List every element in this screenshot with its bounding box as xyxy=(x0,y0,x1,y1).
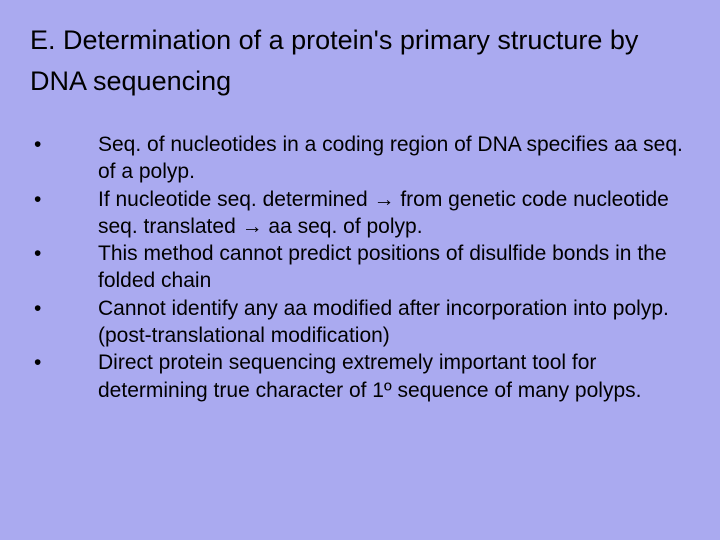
bullet-marker: • xyxy=(30,240,98,267)
bullet-text: If nucleotide seq. determined → from gen… xyxy=(98,186,690,241)
list-item: • Direct protein sequencing extremely im… xyxy=(30,349,690,404)
slide-title: E. Determination of a protein's primary … xyxy=(30,20,690,101)
bullet-marker: • xyxy=(30,349,98,376)
bullet-text: Cannot identify any aa modified after in… xyxy=(98,295,690,350)
list-item: • Seq. of nucleotides in a coding region… xyxy=(30,131,690,186)
bullet-list: • Seq. of nucleotides in a coding region… xyxy=(30,131,690,404)
list-item: • This method cannot predict positions o… xyxy=(30,240,690,295)
bullet-text: Seq. of nucleotides in a coding region o… xyxy=(98,131,690,186)
list-item: • Cannot identify any aa modified after … xyxy=(30,295,690,350)
bullet-text: This method cannot predict positions of … xyxy=(98,240,690,295)
bullet-marker: • xyxy=(30,131,98,158)
list-item: • If nucleotide seq. determined → from g… xyxy=(30,186,690,241)
bullet-marker: • xyxy=(30,295,98,322)
bullet-text: Direct protein sequencing extremely impo… xyxy=(98,349,690,404)
bullet-marker: • xyxy=(30,186,98,213)
